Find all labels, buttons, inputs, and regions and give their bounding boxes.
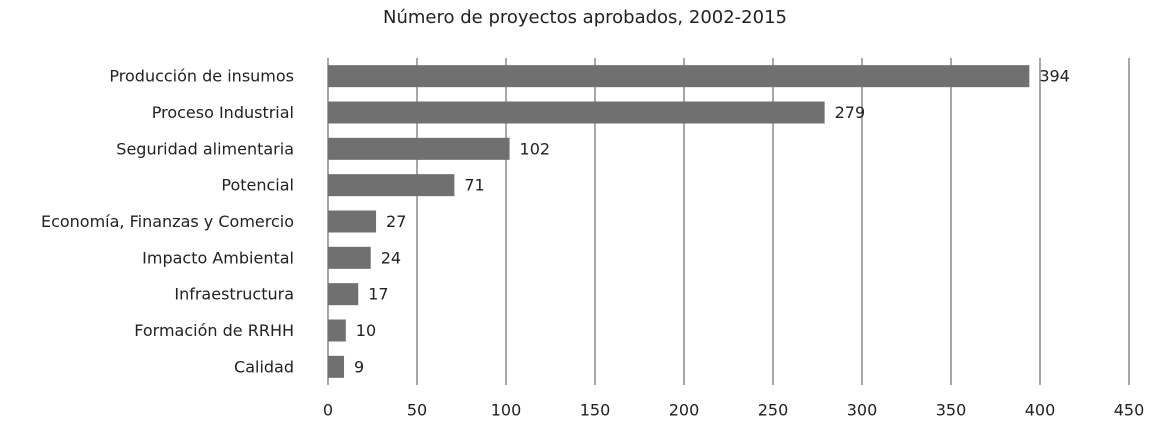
- data-label: 27: [386, 212, 406, 231]
- x-tick-label: 50: [407, 401, 427, 420]
- x-tick-label: 450: [1114, 401, 1145, 420]
- x-tick-label: 150: [580, 401, 611, 420]
- y-tick-label: Calidad: [234, 357, 294, 376]
- data-label: 102: [520, 139, 551, 158]
- data-label: 279: [835, 103, 866, 122]
- bar: [328, 174, 455, 197]
- x-tick-label: 0: [323, 401, 333, 420]
- y-tick-label: Seguridad alimentaria: [116, 139, 294, 158]
- y-tick-label: Infraestructura: [174, 285, 294, 304]
- data-label: 71: [464, 176, 484, 195]
- data-label: 17: [368, 285, 388, 304]
- y-tick-label: Impacto Ambiental: [142, 248, 294, 267]
- bar: [328, 137, 510, 160]
- y-tick-label: Potencial: [221, 176, 294, 195]
- y-tick-label: Formación de RRHH: [134, 321, 294, 340]
- x-tick-label: 100: [491, 401, 522, 420]
- x-tick-label: 400: [1025, 401, 1056, 420]
- data-label: 394: [1039, 67, 1070, 86]
- x-tick-label: 300: [847, 401, 878, 420]
- bar: [328, 65, 1030, 88]
- bar: [328, 101, 825, 124]
- data-label: 10: [356, 321, 376, 340]
- data-label: 9: [354, 357, 364, 376]
- bar: [328, 355, 345, 378]
- chart-title: Número de proyectos aprobados, 2002-2015: [383, 7, 787, 28]
- data-label: 24: [381, 248, 401, 267]
- y-tick-label: Proceso Industrial: [152, 103, 294, 122]
- bar: [328, 210, 377, 233]
- x-tick-label: 250: [758, 401, 789, 420]
- y-tick-label: Economía, Finanzas y Comercio: [41, 212, 294, 231]
- bar: [328, 319, 346, 342]
- x-tick-label: 200: [669, 401, 700, 420]
- bar: [328, 246, 371, 269]
- bar: [328, 283, 359, 306]
- y-tick-label: Producción de insumos: [109, 67, 294, 86]
- x-tick-label: 350: [936, 401, 967, 420]
